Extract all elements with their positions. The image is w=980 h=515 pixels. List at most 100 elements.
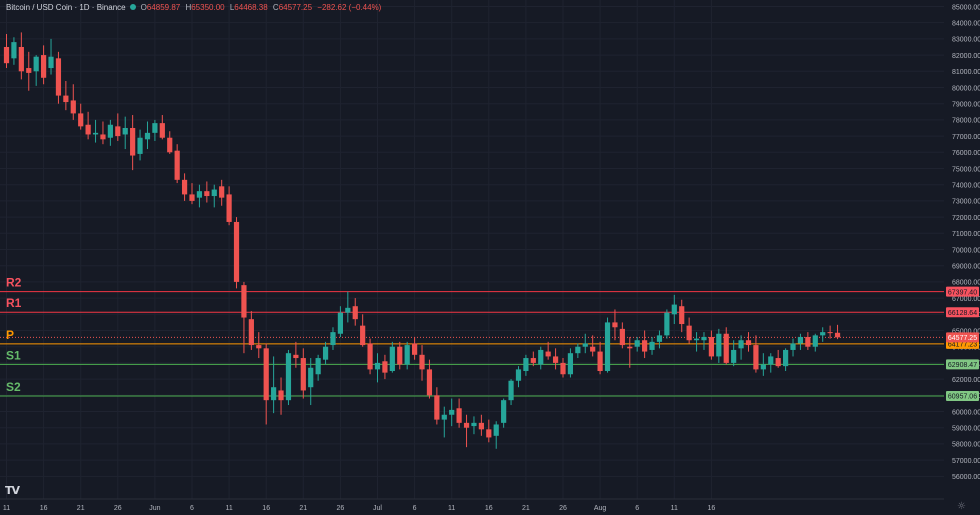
candle-body	[590, 346, 596, 352]
candle-body	[790, 343, 796, 350]
x-tick-label: 11	[225, 505, 232, 512]
x-tick-label: 21	[522, 505, 530, 512]
candle-body	[107, 124, 113, 138]
level-price-label: 62908.47	[948, 362, 977, 369]
candle-body	[196, 191, 203, 198]
candle-body	[642, 340, 648, 352]
y-tick-label: 71000.00	[952, 231, 980, 238]
candle-body	[285, 353, 292, 401]
candle-body	[708, 336, 714, 357]
x-tick-label: 26	[337, 505, 345, 512]
price-axis-bg	[944, 0, 980, 499]
candle-body	[412, 343, 418, 355]
candle-body	[256, 345, 262, 349]
candle-body	[167, 137, 173, 153]
candle-body	[449, 409, 455, 415]
candle-body	[760, 364, 766, 370]
candle-body	[775, 358, 781, 367]
candle-body	[271, 387, 277, 401]
candle-body	[248, 319, 254, 346]
candle-body	[834, 332, 841, 338]
candle-body	[679, 306, 685, 325]
high-label: H	[185, 3, 192, 12]
candle-body	[115, 126, 121, 137]
y-tick-label: 70000.00	[952, 247, 980, 254]
x-tick-label: 6	[413, 505, 417, 512]
candle-body	[575, 346, 581, 354]
candle-body	[308, 367, 314, 388]
low-label: L	[229, 3, 235, 12]
time-axis[interactable]: 11 16 21 26 Jun 6 11 16 21 26 Jul 6 11 16 21 26 Aug 6 11 16	[0, 498, 944, 512]
y-tick-label: 67000.00	[952, 296, 980, 303]
y-tick-label: 85000.00	[952, 4, 980, 11]
candle-body	[582, 343, 588, 347]
candle-body	[397, 346, 403, 365]
candle-body	[456, 408, 462, 423]
candle-body	[241, 285, 247, 318]
candle-body	[716, 333, 722, 357]
x-tick-label: 21	[77, 505, 85, 512]
level-name-r2: R2	[6, 276, 22, 290]
candle-body	[731, 349, 737, 363]
candle-body	[686, 325, 692, 341]
symbol-title[interactable]: Bitcoin / USD Coin · 1D · Binance	[6, 3, 126, 12]
candle-body	[100, 134, 106, 140]
candle-body	[441, 414, 447, 420]
gear-icon[interactable]: ☼	[957, 501, 966, 512]
change-value: −282.62 (−0.44%)	[317, 3, 382, 12]
candle-body	[723, 333, 729, 363]
y-tick-label: 78000.00	[952, 118, 980, 125]
candle-body	[360, 325, 366, 346]
open-label: O	[140, 3, 147, 12]
candle-body	[33, 56, 39, 72]
candle-body	[3, 46, 10, 64]
y-tick-label: 82000.00	[952, 53, 980, 60]
candle-body	[233, 221, 240, 282]
x-tick-label: Jul	[373, 505, 382, 512]
candle-body	[501, 400, 507, 423]
x-tick-label: 16	[708, 505, 716, 512]
level-name-s1: S1	[6, 348, 21, 362]
level-price-label: 66128.64	[948, 310, 977, 317]
candle-body	[367, 343, 373, 370]
candle-body	[300, 358, 306, 391]
y-tick-label: 73000.00	[952, 199, 980, 206]
x-tick-label: 11	[671, 505, 678, 512]
level-price-label: 64177.23	[948, 341, 977, 348]
tradingview-logo-icon[interactable]: TV	[5, 484, 20, 497]
candle-body	[612, 322, 618, 328]
candle-body	[189, 194, 195, 201]
candle-body	[382, 361, 388, 373]
y-tick-label: 84000.00	[952, 20, 980, 27]
symbol-header: Bitcoin / USD Coin · 1D · Binance O64859.…	[6, 3, 384, 12]
candle-body	[753, 345, 759, 370]
candle-body	[649, 341, 655, 350]
candle-body	[738, 340, 744, 349]
candle-body	[493, 424, 499, 436]
candle-body	[322, 346, 329, 360]
candle-body	[478, 422, 484, 430]
candle-body	[48, 56, 54, 69]
candle-body	[11, 42, 17, 59]
candle-body	[419, 354, 425, 370]
candle-body	[389, 346, 395, 372]
candle-body	[159, 123, 165, 138]
candle-body	[92, 132, 99, 135]
level-name-s2: S2	[6, 380, 21, 394]
x-tick-label: Aug	[594, 505, 607, 512]
x-tick-label: 16	[485, 505, 493, 512]
current-price-tag	[946, 332, 979, 343]
candle-body	[745, 340, 752, 346]
candle-body	[345, 307, 351, 313]
candle-body	[656, 335, 663, 342]
y-tick-label: 59000.00	[952, 426, 980, 433]
x-tick-label: 6	[190, 505, 194, 512]
candle-body	[434, 395, 440, 420]
x-tick-label: 11	[3, 505, 10, 512]
candle-body	[330, 332, 336, 346]
low-value: 64468.38	[234, 3, 268, 12]
candle-body	[560, 362, 566, 375]
y-tick-label: 68000.00	[952, 280, 980, 287]
open-value: 64859.87	[146, 3, 181, 12]
